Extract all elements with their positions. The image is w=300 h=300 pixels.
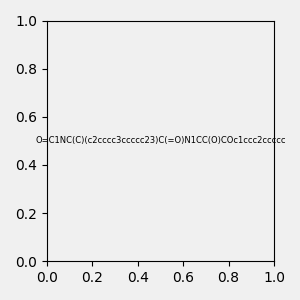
Text: O=C1NC(C)(c2cccc3ccccc23)C(=O)N1CC(O)COc1ccc2ccccc: O=C1NC(C)(c2cccc3ccccc23)C(=O)N1CC(O)COc… — [35, 136, 286, 146]
